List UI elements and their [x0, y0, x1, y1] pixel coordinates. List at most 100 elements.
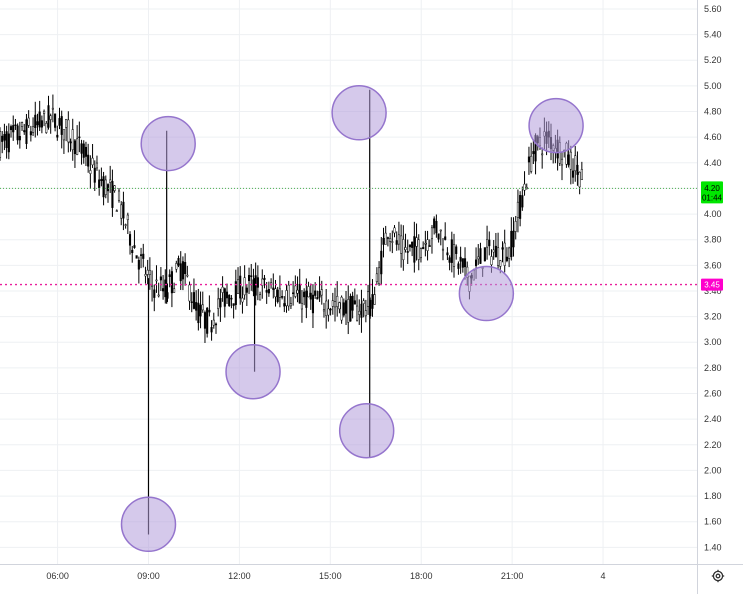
candle-body: [25, 119, 28, 144]
candle-body: [217, 298, 220, 309]
candle-body: [567, 154, 570, 166]
candle-body: [287, 284, 290, 307]
candle-body: [12, 125, 15, 133]
candle-body: [106, 184, 110, 192]
candle-body: [135, 255, 138, 259]
y-tick-label: 4.40: [704, 158, 722, 168]
candle-body: [580, 169, 583, 181]
candle-body: [508, 247, 511, 259]
candle-body: [263, 277, 266, 280]
x-tick-label: 21:00: [501, 571, 524, 581]
candle-body: [239, 275, 242, 299]
candle-body: [78, 136, 81, 139]
candle-body: [272, 287, 275, 290]
candle-body: [140, 254, 143, 256]
candle-body: [406, 251, 409, 253]
candle-body: [111, 181, 114, 208]
candle-body: [155, 279, 158, 282]
candle-body: [73, 140, 76, 155]
candle-body: [0, 131, 2, 158]
candle-body: [175, 263, 178, 270]
candle-body: [437, 233, 440, 240]
candle-body: [289, 303, 292, 307]
candle-body: [532, 151, 535, 155]
y-tick-label: 3.20: [704, 312, 722, 322]
candle-body: [84, 146, 88, 157]
candle-body: [281, 296, 284, 298]
candle-body: [203, 312, 207, 329]
candle-body: [71, 129, 74, 151]
candle-body: [60, 116, 63, 135]
candle-body: [137, 259, 140, 270]
candle-body: [250, 275, 253, 277]
candle-body: [151, 284, 154, 287]
candle-body: [378, 267, 381, 285]
candle-body: [576, 164, 579, 175]
highlight-circle[interactable]: [140, 115, 196, 172]
y-tick-label: 4.00: [704, 209, 722, 219]
candle-body: [100, 178, 103, 181]
candle-body: [459, 256, 462, 262]
candle-body: [285, 290, 288, 306]
chart-settings-button[interactable]: [709, 567, 727, 585]
candle-body: [23, 130, 26, 133]
candle-body: [430, 227, 434, 240]
candle-body: [340, 296, 343, 321]
highlight-circle[interactable]: [458, 265, 515, 322]
y-tick-label: 2.60: [704, 389, 722, 399]
candle-body: [400, 235, 403, 254]
x-tick-label: 12:00: [228, 571, 251, 581]
candle-body: [49, 115, 52, 120]
highlight-circle[interactable]: [331, 85, 387, 141]
candle-body: [261, 278, 264, 286]
candle-body: [195, 302, 198, 311]
candle-body: [122, 201, 125, 219]
candle-body: [296, 289, 299, 294]
candle-body: [32, 126, 35, 133]
candle-body: [230, 297, 233, 300]
candle-body: [56, 134, 59, 138]
candle-body: [87, 154, 90, 167]
candle-body: [184, 262, 187, 275]
candle-body: [426, 239, 429, 251]
candle-body: [475, 259, 478, 266]
candle-body: [181, 261, 184, 280]
candle-body: [109, 179, 112, 183]
candle-body: [303, 291, 306, 298]
candle-body: [411, 241, 414, 248]
candle-body: [541, 153, 544, 156]
candle-body: [355, 305, 359, 321]
candle-body: [93, 167, 96, 183]
candle-body: [208, 309, 211, 313]
highlight-circle[interactable]: [120, 496, 177, 553]
candle-body: [373, 294, 376, 305]
candle-body: [36, 121, 39, 126]
candle-body: [144, 274, 147, 277]
candle-body: [168, 274, 171, 278]
candle-body: [192, 292, 195, 309]
candle-body: [67, 119, 70, 143]
alert-price-tag[interactable]: [701, 278, 723, 291]
candle-body: [322, 309, 326, 312]
candle-body: [486, 239, 489, 248]
highlight-circle[interactable]: [225, 343, 281, 400]
candle-body: [393, 227, 396, 234]
y-tick-label: 2.40: [704, 414, 722, 424]
candle-body: [126, 214, 129, 221]
y-tick-label: 5.00: [704, 81, 722, 91]
candle-body: [300, 302, 303, 310]
candle-body: [65, 119, 68, 128]
candle-body: [435, 220, 438, 234]
candle-body: [336, 295, 339, 307]
candle-body: [82, 143, 85, 158]
highlight-circle[interactable]: [528, 97, 584, 154]
highlight-circle[interactable]: [338, 402, 395, 459]
candle-body: [20, 122, 24, 127]
candle-body: [47, 105, 50, 128]
y-tick-label: 1.80: [704, 491, 722, 501]
candle-body: [492, 249, 495, 253]
y-tick-label: 4.60: [704, 132, 722, 142]
grid: [0, 0, 697, 564]
candle-body: [162, 288, 165, 292]
